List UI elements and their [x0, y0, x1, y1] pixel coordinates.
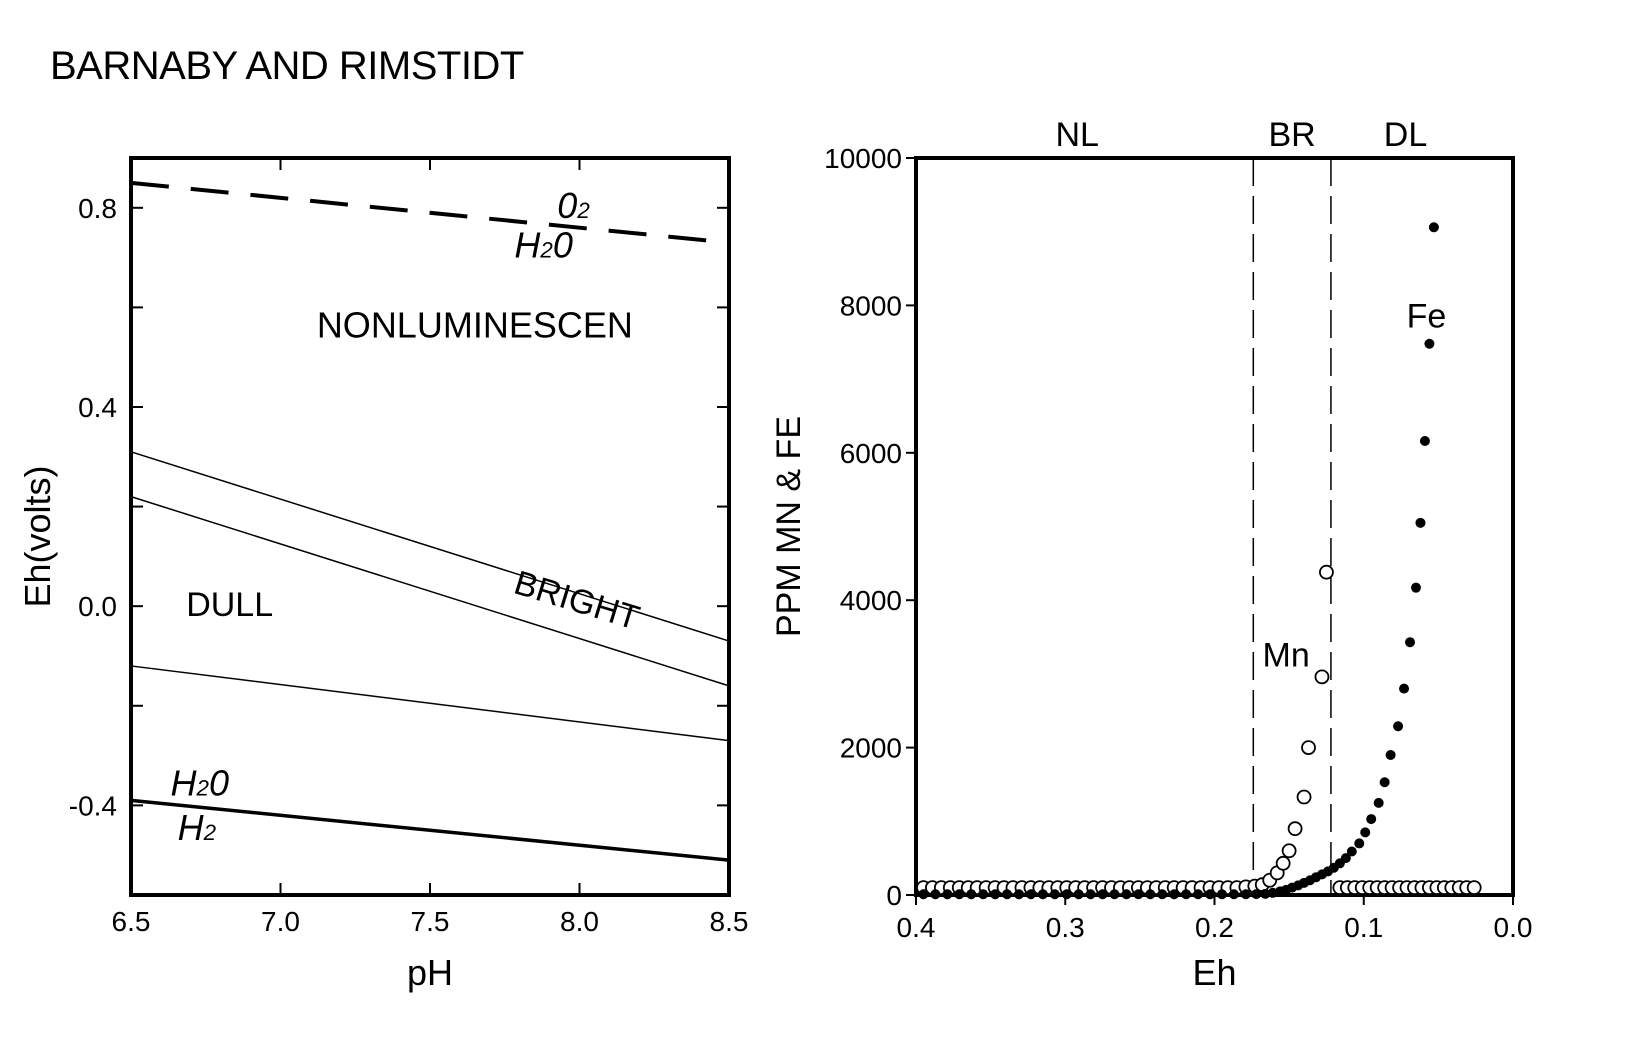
mn-data-point: [1281, 843, 1297, 859]
fe-data-point: [1073, 889, 1084, 900]
fe-data-point: [1228, 889, 1239, 900]
fe-data-point: [942, 889, 953, 900]
region-label: BR: [1268, 116, 1315, 154]
fe-data-point: [918, 889, 929, 900]
left-y-tick-label: 0.4: [78, 392, 117, 423]
left-y-tick-label: 0.0: [78, 591, 117, 622]
left-annotation: H20: [514, 225, 572, 266]
left-y-axis-label: Eh(volts): [17, 465, 58, 607]
left-annotation: DULL: [186, 586, 273, 624]
right-series-label: Mn: [1263, 637, 1310, 675]
left-x-tick-label: 6.5: [112, 906, 151, 937]
fe-data-point: [1181, 889, 1192, 900]
fe-data-point: [1415, 517, 1426, 528]
right-x-tick-label: 0.2: [1195, 912, 1234, 943]
left-y-tick-label: -0.4: [69, 790, 117, 821]
right-y-tick-label: 10000: [824, 143, 902, 174]
fe-data-point: [930, 889, 941, 900]
fe-data-point: [990, 889, 1001, 900]
right-y-tick-label: 6000: [840, 438, 902, 469]
fe-data-point: [1145, 889, 1156, 900]
fe-data-point: [1428, 222, 1439, 233]
right-x-tick-label: 0.3: [1046, 912, 1085, 943]
left-boundary-line: [130, 451, 730, 642]
right-y-tick-label: 8000: [840, 290, 902, 321]
fe-data-point: [1385, 749, 1396, 760]
fe-data-point: [1025, 889, 1036, 900]
region-label: NL: [1055, 116, 1098, 154]
left-x-tick-label: 8.5: [710, 906, 749, 937]
right-y-tick-label: 4000: [840, 585, 902, 616]
fe-data-point: [1379, 777, 1390, 788]
fe-data-point: [1251, 889, 1262, 900]
fe-data-point: [1085, 889, 1096, 900]
fe-data-point: [1393, 721, 1404, 732]
mn-data-point: [1275, 855, 1291, 871]
fe-data-point: [1002, 889, 1013, 900]
fe-data-point: [1366, 814, 1377, 825]
fe-data-point: [1205, 889, 1216, 900]
fe-data-point: [1260, 888, 1271, 899]
right-y-axis-label: PPM MN & FE: [770, 416, 808, 637]
fe-data-point: [1037, 889, 1048, 900]
right-series-label: Fe: [1407, 298, 1447, 336]
left-annotation: NONLUMINESCEN: [317, 304, 633, 345]
left-boundary-line: [130, 495, 730, 687]
fe-data-point: [1109, 889, 1120, 900]
right-y-tick-label: 2000: [840, 733, 902, 764]
left-annotation: 02: [557, 185, 590, 226]
fe-data-point: [1049, 889, 1060, 900]
left-annotation: BRIGHT: [510, 564, 644, 638]
fe-data-point: [1013, 889, 1024, 900]
fe-data-point: [1373, 797, 1384, 808]
mn-data-point: [1287, 821, 1303, 837]
fe-data-point: [1169, 889, 1180, 900]
mn-data-point: [1466, 880, 1482, 896]
left-boundary-line: [130, 665, 730, 742]
fe-data-point: [1193, 889, 1204, 900]
fe-data-point: [1419, 436, 1430, 447]
fe-data-point: [1240, 889, 1251, 900]
right-x-tick-label: 0.1: [1344, 912, 1383, 943]
fe-data-point: [1354, 838, 1365, 849]
fe-data-point: [1346, 846, 1357, 857]
left-annotation: H20: [171, 762, 229, 803]
fe-data-point: [954, 889, 965, 900]
fe-data-point: [966, 889, 977, 900]
mn-data-point: [1314, 669, 1330, 685]
fe-data-point: [1133, 889, 1144, 900]
right-x-tick-label: 0.0: [1494, 912, 1533, 943]
fe-data-point: [1097, 889, 1108, 900]
fe-data-point: [1410, 582, 1421, 593]
left-y-tick-label: 0.8: [78, 193, 117, 224]
fe-data-point: [1061, 889, 1072, 900]
left-boundary-line: [130, 180, 730, 245]
fe-data-point: [1216, 889, 1227, 900]
fe-data-point: [1424, 338, 1435, 349]
right-x-axis-label: Eh: [1192, 952, 1236, 993]
fe-data-point: [1405, 637, 1416, 648]
fe-data-point: [978, 889, 989, 900]
left-x-axis-label: pH: [407, 952, 453, 993]
figure-title: BARNABY AND RIMSTIDT: [50, 44, 524, 88]
left-x-tick-label: 8.0: [560, 906, 599, 937]
region-label: DL: [1384, 116, 1427, 154]
mn-data-point: [1301, 740, 1316, 755]
fe-data-point: [1360, 827, 1371, 838]
left-x-tick-label: 7.0: [261, 906, 300, 937]
fe-data-point: [1340, 853, 1351, 864]
right-x-tick-label: 0.4: [897, 912, 936, 943]
fe-data-point: [1157, 889, 1168, 900]
left-boundary-line: [130, 798, 730, 862]
mn-data-point: [1319, 564, 1334, 580]
left-annotation: H2: [178, 807, 217, 848]
fe-data-point: [1121, 889, 1132, 900]
fe-data-point: [1399, 683, 1410, 694]
mn-data-point: [1296, 789, 1312, 805]
right-y-tick-label: 0: [886, 880, 902, 911]
left-x-tick-label: 7.5: [411, 906, 450, 937]
fe-data-point: [1267, 887, 1278, 898]
